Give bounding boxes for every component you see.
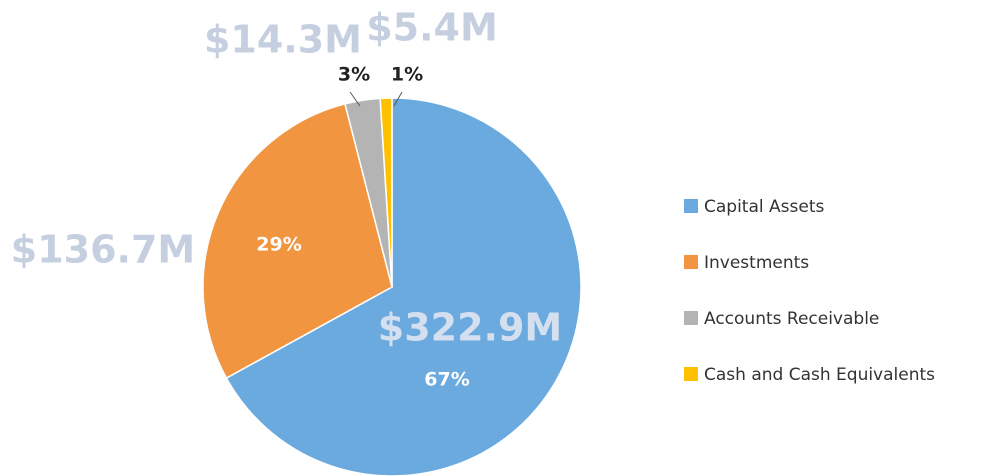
pie-slice: [225, 97, 582, 476]
legend-label: Accounts Receivable: [704, 309, 879, 329]
amount-label: $14.3M: [204, 18, 362, 62]
amount-label: $136.7M: [11, 228, 195, 272]
pie-slice: [379, 97, 393, 288]
legend-label: Investments: [704, 253, 809, 273]
legend-label: Capital Assets: [704, 197, 824, 217]
data-label: 3%: [338, 64, 370, 86]
leader-line: [349, 91, 361, 107]
legend-swatch: [684, 199, 698, 213]
amount-label: $5.4M: [366, 6, 498, 50]
legend-label: Cash and Cash Equivalents: [704, 365, 935, 385]
data-label: 1%: [391, 64, 423, 86]
legend-swatch: [684, 255, 698, 269]
data-label: 67%: [424, 369, 469, 391]
pie-slice: [202, 103, 393, 380]
amount-label: $322.9M: [378, 306, 562, 350]
leader-line: [393, 91, 403, 107]
legend-swatch: [684, 311, 698, 325]
data-label: 29%: [256, 234, 301, 256]
legend-swatch: [684, 367, 698, 381]
